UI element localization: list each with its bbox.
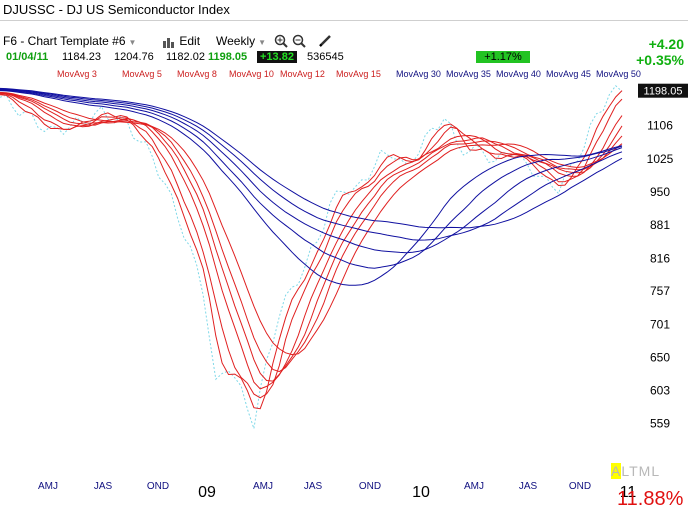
x-tick-label-0: AMJ xyxy=(38,481,58,492)
chart-template-dropdown[interactable]: F6 - Chart Template #6 ▼ xyxy=(3,34,136,48)
zoom-in-icon xyxy=(274,34,288,48)
pencil-icon xyxy=(319,35,331,47)
series-line-movavg-15 xyxy=(0,91,623,356)
period-dropdown[interactable]: Weekly ▼ xyxy=(216,34,266,48)
net-change: +4.20 xyxy=(648,36,684,52)
timeframe-letter-m[interactable]: M xyxy=(638,463,652,479)
series-line-movavg-10 xyxy=(0,92,623,382)
period-label: Weekly xyxy=(216,34,256,48)
legend-movavg-40: MovAvg 40 xyxy=(496,69,541,79)
quote-volume: 536545 xyxy=(307,51,344,63)
x-tick-label-1: JAS xyxy=(94,481,113,492)
legend-movavg-45: MovAvg 45 xyxy=(546,69,591,79)
x-tick-label-4: AMJ xyxy=(253,481,273,492)
legend-movavg-5: MovAvg 5 xyxy=(122,69,162,79)
rs-percent-value: 1.88% xyxy=(626,488,684,510)
zoom-out-icon xyxy=(292,34,306,48)
draw-tool-button[interactable] xyxy=(318,34,332,51)
y-tick-label-816: 816 xyxy=(650,251,670,265)
quote-high: 1204.76 xyxy=(114,51,154,63)
edit-button[interactable]: Edit xyxy=(162,34,200,48)
timeframe-letter-l[interactable]: L xyxy=(621,463,630,479)
y-tick-label-950: 950 xyxy=(650,185,670,199)
toolbar: F6 - Chart Template #6 ▼ Edit Weekly ▼ xyxy=(0,34,600,50)
net-change-percent: +0.35% xyxy=(636,52,684,68)
legend-movavg-12: MovAvg 12 xyxy=(280,69,325,79)
series-line-movavg-35 xyxy=(0,89,623,269)
legend-movavg-8: MovAvg 8 xyxy=(177,69,217,79)
legend-movavg-35: MovAvg 35 xyxy=(446,69,491,79)
quote-change: +13.82 xyxy=(257,51,297,63)
title-bar: DJUSSC - DJ US Semiconductor Index xyxy=(0,0,688,21)
series-line-movavg-5 xyxy=(0,93,623,399)
x-tick-label-8: AMJ xyxy=(464,481,484,492)
series-line-movavg-50 xyxy=(0,87,623,229)
legend-movavg-15: MovAvg 15 xyxy=(336,69,381,79)
timeframe-letter-a[interactable]: A xyxy=(611,463,622,479)
series-line-movavg-40 xyxy=(0,89,623,254)
edit-label: Edit xyxy=(179,34,201,48)
last-value-box xyxy=(638,83,688,98)
x-tick-label-7: 10 xyxy=(412,484,430,501)
legend-movavg-30: MovAvg 30 xyxy=(396,69,441,79)
legend-movavg-50: MovAvg 50 xyxy=(596,69,641,79)
quote-close: 1198.05 xyxy=(208,51,248,63)
chevron-down-icon: ▼ xyxy=(128,38,137,47)
y-tick-label-701: 701 xyxy=(650,318,670,332)
series-line-movavg-3 xyxy=(0,90,623,410)
timeframe-letter-l2[interactable]: L xyxy=(651,463,661,479)
price-line xyxy=(0,84,623,429)
x-tick-label-2: OND xyxy=(147,481,169,492)
quote-date: 01/04/11 xyxy=(6,51,49,63)
x-tick-label-5: JAS xyxy=(304,481,323,492)
y-tick-label-757: 757 xyxy=(650,284,670,298)
y-tick-label-881: 881 xyxy=(650,218,670,232)
quote-low: 1182.02 xyxy=(166,51,205,63)
x-tick-label-10: OND xyxy=(569,481,591,492)
legend-movavg-10: MovAvg 10 xyxy=(229,69,274,79)
rs-percent: 11.88% xyxy=(617,488,683,511)
y-tick-label-1025: 1025 xyxy=(647,152,674,166)
x-tick-label-6: OND xyxy=(359,481,381,492)
last-value-label: 1198.05 xyxy=(644,86,683,98)
series-line-movavg-8 xyxy=(0,92,623,390)
timeframe-letters: ALTML xyxy=(611,463,660,479)
bar-chart-icon xyxy=(163,37,174,48)
window-title: DJUSSC - DJ US Semiconductor Index xyxy=(3,2,230,17)
x-tick-label-3: 09 xyxy=(198,484,216,501)
chevron-down-icon: ▼ xyxy=(258,38,267,47)
quote-row: 01/04/11 1184.23 1204.76 1182.02 1198.05… xyxy=(0,51,688,65)
x-tick-label-9: JAS xyxy=(519,481,538,492)
x-tick-label-11: 11 xyxy=(620,484,637,501)
ma-legend: MovAvg 3 MovAvg 5 MovAvg 8 MovAvg 10 MovAvg … xyxy=(0,69,688,81)
rs-change: +1.17% xyxy=(476,51,530,63)
series-line-movavg-30 xyxy=(0,90,623,286)
y-tick-label-559: 559 xyxy=(650,416,670,430)
zoom-in-button[interactable] xyxy=(274,34,288,51)
y-tick-label-1106: 1106 xyxy=(647,119,673,133)
price-chart[interactable]: 1106 1025 950 881 816 757 701 650 603 559 1198.05 A… xyxy=(0,80,688,514)
legend-movavg-3: MovAvg 3 xyxy=(57,69,97,79)
timeframe-letter-t[interactable]: T xyxy=(629,463,639,479)
series-line-movavg-45 xyxy=(0,88,623,241)
y-tick-label-650: 650 xyxy=(650,351,670,365)
quote-open: 1184.23 xyxy=(62,51,101,63)
y-tick-label-603: 603 xyxy=(650,383,670,397)
zoom-out-button[interactable] xyxy=(292,34,306,51)
series-line-movavg-12 xyxy=(0,92,623,373)
year-mark-11: 1 xyxy=(617,488,627,510)
chart-template-label: F6 - Chart Template #6 xyxy=(3,34,126,48)
